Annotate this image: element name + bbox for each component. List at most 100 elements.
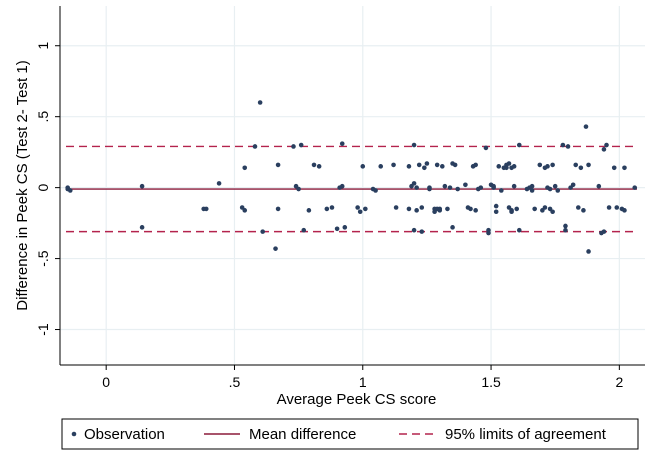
observation-point bbox=[447, 185, 453, 190]
observation-point bbox=[514, 206, 520, 212]
observation-point bbox=[583, 124, 589, 129]
observation-point bbox=[493, 203, 499, 209]
observation-point bbox=[563, 227, 568, 233]
observation-point bbox=[306, 208, 312, 213]
legend-observation-label: Observation bbox=[84, 426, 165, 443]
observation-point bbox=[311, 162, 317, 168]
observation-point bbox=[452, 162, 458, 168]
observation-point bbox=[275, 162, 281, 168]
legend: Observation Mean difference 95% limits of … bbox=[61, 418, 639, 450]
observation-point bbox=[563, 223, 568, 229]
x-tick-label: 1 bbox=[359, 374, 367, 390]
observation-point bbox=[542, 205, 548, 210]
observation-point bbox=[573, 162, 579, 168]
grid-lines bbox=[60, 6, 645, 365]
observation-point bbox=[139, 225, 145, 230]
observation-point bbox=[529, 188, 535, 193]
observation-point bbox=[560, 142, 566, 148]
observation-point bbox=[252, 144, 258, 149]
y-tick-label: -1 bbox=[35, 323, 51, 336]
observation-point bbox=[411, 227, 417, 233]
observation-point bbox=[203, 206, 209, 212]
observation-point bbox=[547, 186, 553, 192]
legend-mean-label: Mean difference bbox=[249, 426, 356, 443]
observation-point bbox=[450, 225, 455, 230]
observation-point bbox=[509, 209, 514, 215]
observation-point bbox=[363, 206, 368, 212]
observation-point bbox=[414, 185, 419, 190]
observation-point bbox=[260, 229, 265, 234]
observation-point bbox=[275, 206, 281, 212]
observation-point bbox=[355, 205, 360, 210]
x-tick-label: 1.5 bbox=[481, 374, 501, 390]
observation-point bbox=[298, 142, 304, 148]
observation-point bbox=[511, 164, 517, 169]
observation-point bbox=[632, 185, 638, 190]
observation-point bbox=[411, 181, 417, 186]
observation-point bbox=[506, 161, 512, 166]
observation-point bbox=[611, 165, 617, 171]
y-tick-label: -.5 bbox=[35, 250, 51, 267]
observation-point bbox=[445, 206, 450, 212]
observation-point bbox=[339, 141, 345, 146]
observation-point bbox=[411, 142, 417, 148]
legend-limits-label: 95% limits of agreement bbox=[445, 426, 607, 443]
observation-point bbox=[419, 229, 425, 234]
y-axis-title: Difference in Peek CS (Test 2- Test 1) bbox=[14, 60, 31, 310]
observation-point bbox=[496, 164, 502, 169]
observation-point bbox=[499, 188, 504, 193]
observation-point bbox=[437, 208, 443, 213]
observation-point bbox=[339, 183, 345, 189]
legend-box bbox=[61, 418, 639, 450]
observation-point bbox=[552, 183, 558, 189]
observation-point bbox=[334, 226, 340, 232]
observation-point bbox=[216, 181, 222, 186]
observation-point bbox=[463, 182, 468, 188]
observation-point bbox=[473, 208, 478, 213]
observation-point bbox=[468, 206, 473, 212]
observation-point bbox=[440, 164, 445, 169]
observation-point bbox=[491, 185, 496, 190]
observation-points bbox=[65, 100, 638, 254]
observation-point bbox=[427, 186, 432, 192]
observation-point bbox=[406, 206, 412, 212]
observation-point bbox=[342, 225, 348, 230]
observation-point bbox=[378, 164, 384, 169]
observation-point bbox=[545, 164, 550, 169]
observation-point bbox=[416, 162, 422, 168]
observation-point bbox=[360, 164, 366, 169]
y-tick-label: .5 bbox=[35, 111, 51, 123]
y-tick-label: 1 bbox=[35, 42, 51, 50]
observation-point bbox=[570, 182, 576, 188]
observation-point bbox=[391, 162, 396, 168]
observation-point bbox=[601, 229, 607, 234]
observation-point bbox=[622, 208, 627, 213]
observation-point bbox=[604, 142, 609, 148]
observation-point bbox=[532, 206, 537, 212]
observation-point bbox=[442, 183, 448, 189]
observation-point bbox=[622, 165, 627, 171]
observation-point bbox=[575, 205, 581, 210]
legend-observation-marker bbox=[71, 431, 77, 437]
observation-point bbox=[516, 142, 522, 148]
x-tick-label: 2 bbox=[615, 374, 623, 390]
observation-point bbox=[516, 227, 522, 233]
observation-point bbox=[414, 208, 419, 213]
observation-point bbox=[291, 144, 296, 149]
x-tick-label: .5 bbox=[229, 374, 241, 390]
observation-point bbox=[586, 249, 591, 254]
observation-point bbox=[586, 162, 591, 168]
observation-point bbox=[555, 188, 561, 193]
observation-point bbox=[529, 183, 535, 189]
y-tick-label: 0 bbox=[35, 184, 51, 192]
observation-point bbox=[511, 183, 517, 189]
observation-point bbox=[550, 162, 555, 168]
observation-point bbox=[614, 205, 620, 210]
observation-point bbox=[493, 209, 499, 215]
observation-point bbox=[139, 183, 145, 189]
observation-point bbox=[419, 205, 425, 210]
observation-point bbox=[373, 188, 378, 193]
